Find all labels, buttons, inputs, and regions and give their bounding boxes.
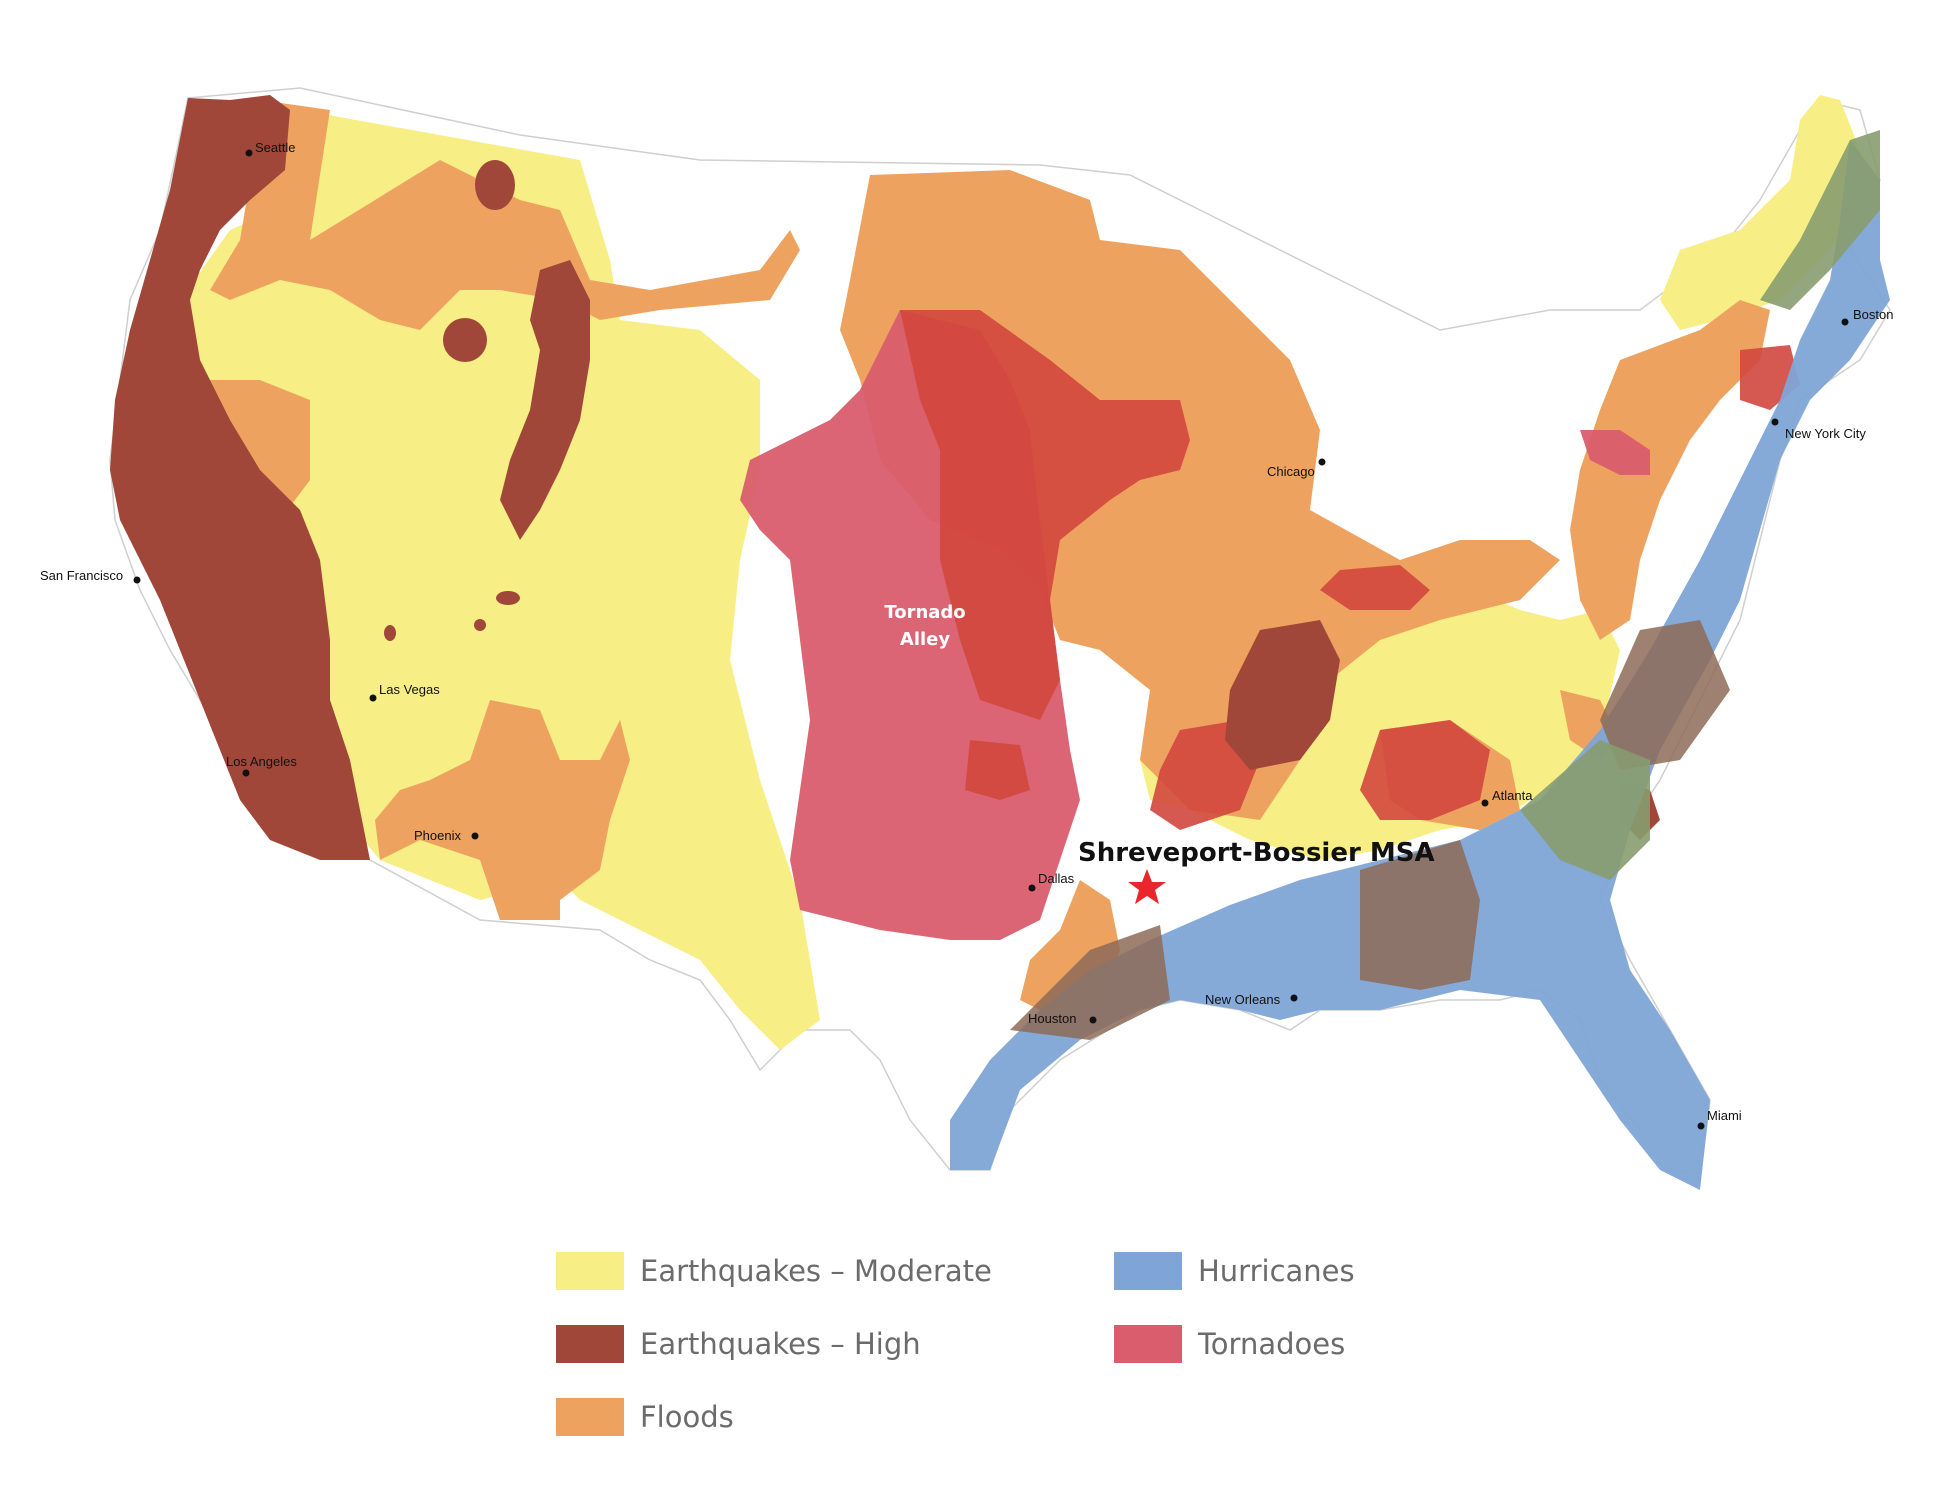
flood-central-north	[840, 170, 1560, 820]
svg-text:Dallas: Dallas	[1038, 871, 1075, 886]
eq-high-nevada	[384, 625, 396, 641]
svg-text:Las Vegas: Las Vegas	[379, 682, 440, 697]
flood-appalachian	[1570, 300, 1770, 640]
tornado-alley-label-line2: Alley	[900, 629, 950, 650]
city-chicago: Chicago	[1267, 458, 1326, 479]
svg-text:Phoenix: Phoenix	[414, 828, 461, 843]
city-dallas: Dallas	[1028, 871, 1075, 892]
eq-moderate-northeast	[1660, 95, 1870, 330]
hurricane-moderate-overlap	[1520, 130, 1880, 880]
city-atlanta: Atlanta	[1481, 788, 1533, 807]
city-houston: Houston	[1028, 1011, 1097, 1026]
svg-text:San Francisco: San Francisco	[40, 568, 123, 583]
svg-text:Miami: Miami	[1707, 1108, 1742, 1123]
eq-high-utah-2	[474, 619, 486, 631]
city-new-orleans: New Orleans	[1205, 992, 1298, 1007]
svg-text:Chicago: Chicago	[1267, 464, 1315, 479]
tornado-alley-label-line1: Tornado	[884, 602, 965, 623]
city-boston: Boston	[1841, 307, 1893, 326]
overlap-small-tx	[965, 740, 1030, 800]
hurricane-earthquake-overlap	[1010, 620, 1730, 1040]
overlap-northeast-green	[1760, 130, 1880, 310]
svg-text:New York City: New York City	[1785, 426, 1866, 441]
hurricane-coast	[950, 140, 1890, 1190]
eq-high-montana	[475, 160, 515, 210]
flood-southwest	[375, 700, 630, 920]
city-phoenix: Phoenix	[414, 828, 479, 843]
overlap-dixie	[1360, 720, 1490, 820]
city-las-vegas: Las Vegas	[369, 682, 440, 702]
svg-text:Boston: Boston	[1853, 307, 1893, 322]
hurricane-zones	[950, 140, 1890, 1190]
eq-high-wyoming	[443, 318, 487, 362]
svg-text:Atlanta: Atlanta	[1492, 788, 1533, 803]
overlap-south-brown	[1360, 840, 1480, 990]
eq-high-utah-1	[496, 591, 520, 605]
eq-high-pacific	[110, 95, 370, 860]
city-markers: Seattle San Francisco Las Vegas Los Ange…	[40, 140, 1893, 1130]
overlap-plains	[900, 310, 1190, 720]
eq-moderate-west	[170, 110, 820, 1050]
svg-text:Seattle: Seattle	[255, 140, 295, 155]
eq-high-idaho	[500, 260, 590, 540]
svg-text:Los Angeles: Los Angeles	[226, 754, 297, 769]
svg-text:Houston: Houston	[1028, 1011, 1076, 1026]
overlap-southeast-green	[1520, 740, 1650, 880]
city-new-york-city: New York City	[1771, 418, 1866, 441]
star-icon	[1128, 869, 1166, 904]
tornado-northeast	[1580, 430, 1650, 475]
eq-high-new-madrid	[1225, 620, 1340, 770]
city-san-francisco: San Francisco	[40, 568, 141, 584]
city-miami: Miami	[1697, 1108, 1742, 1130]
svg-text:New Orleans: New Orleans	[1205, 992, 1281, 1007]
overlap-gulf-brown	[1010, 925, 1170, 1040]
city-los-angeles: Los Angeles	[226, 754, 297, 777]
highlight-region-label: Shreveport-Bossier MSA	[1078, 838, 1435, 868]
city-seattle: Seattle	[245, 140, 295, 157]
overlap-tennessee	[1320, 565, 1430, 610]
flood-northwest	[210, 100, 800, 330]
overlap-carolina-brown	[1600, 620, 1730, 770]
